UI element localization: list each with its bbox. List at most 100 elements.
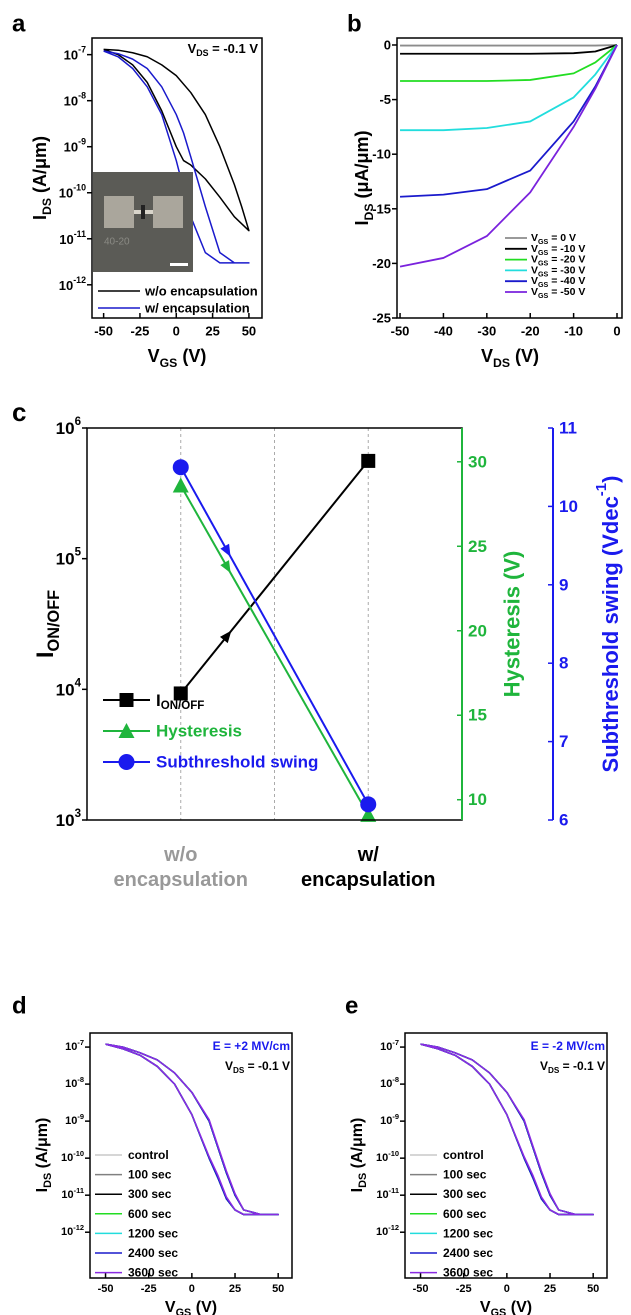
legend-label: VGS = -40 V — [531, 275, 585, 289]
y-tick-label: -15 — [372, 201, 391, 216]
x-axis-label-part: GS — [160, 356, 178, 370]
x-tick-label: 50 — [242, 324, 256, 339]
legend-marker — [118, 723, 135, 738]
inset-image: 40-20 — [93, 172, 193, 272]
legend-label-part: GS — [538, 270, 549, 278]
panel-letter: d — [12, 993, 27, 1020]
y-tick-label-part: 10 — [65, 1041, 77, 1053]
y-tick-label-part: -12 — [73, 275, 86, 285]
y-tick-label: 10-9 — [380, 1112, 399, 1127]
x-tick-label: -50 — [98, 1283, 114, 1295]
legend-label-part: V — [531, 286, 538, 298]
y-tick-label: 10-10 — [59, 183, 86, 201]
data-line — [400, 44, 618, 47]
y-tick-label: 10-11 — [376, 1186, 399, 1201]
y-tick-label-part: -12 — [388, 1223, 399, 1232]
y-tick-label-part: 10 — [65, 1078, 77, 1090]
y-axis-label-part: I — [34, 1188, 51, 1192]
y-tick-label: 10-11 — [61, 1186, 84, 1201]
y3-axis-label: Subthreshold swing (Vdec-1) — [593, 476, 623, 773]
annotation-part: DS — [548, 1066, 560, 1075]
x-tick-label: 25 — [205, 324, 219, 339]
annotation-part: V — [540, 1059, 548, 1073]
x-category-label: encapsulation — [301, 869, 435, 891]
data-line — [400, 44, 618, 132]
y-axis-label-part: DS — [362, 204, 376, 221]
legend-marker — [119, 693, 134, 707]
legend-label: Hysteresis — [156, 722, 242, 741]
y-axis-label: IDS (A/μm) — [30, 136, 54, 220]
x-tick-label: 50 — [587, 1283, 599, 1295]
x-axis-label: VDS (V) — [481, 346, 539, 370]
legend-marker — [118, 754, 135, 770]
legend-label-part: V — [531, 264, 538, 276]
y-tick-label: 10-10 — [61, 1149, 84, 1164]
legend-label: VGS = -30 V — [531, 264, 585, 278]
y-tick-label-part: 6 — [75, 416, 81, 428]
y-axis-label: IDS (A/μm) — [349, 1118, 370, 1193]
data-line — [420, 1043, 594, 1216]
y-tick-label-part: 3 — [75, 808, 81, 820]
data-line — [179, 460, 370, 695]
y-tick-label-part: -11 — [74, 229, 86, 239]
x-tick-label: -30 — [477, 324, 496, 339]
y-tick-label: 10-10 — [376, 1149, 399, 1164]
y-tick-label: 10-7 — [380, 1038, 399, 1053]
annotation: E = -2 MV/cm — [531, 1039, 605, 1053]
y-tick-label: 10-9 — [65, 1112, 84, 1127]
legend-label-part: GS — [538, 238, 549, 246]
y-tick-label: 106 — [56, 416, 81, 438]
legend-label-part: = -40 V — [548, 275, 585, 287]
y-axis-label-part: (A/μm) — [349, 1118, 366, 1173]
direction-arrow — [219, 630, 232, 644]
y-axis-label-part: ON/OFF — [45, 590, 63, 652]
y-axis-label-part: DS — [357, 1173, 369, 1188]
legend-label: 3600 sec — [128, 1266, 178, 1280]
legend-label: 3600 sec — [443, 1266, 493, 1280]
y2-tick-label: 20 — [468, 621, 487, 640]
y-tick-label: 10-11 — [59, 229, 86, 247]
legend-label-part: = -10 V — [548, 243, 585, 255]
data-line — [103, 50, 250, 264]
x-category-label: w/o — [163, 844, 197, 866]
x-tick-label: -40 — [434, 324, 453, 339]
data-point — [172, 477, 189, 493]
legend-label: VGS = 0 V — [531, 232, 576, 246]
data-line — [179, 466, 370, 805]
annotation-part: = -0.1 V — [209, 41, 259, 56]
inset-pad — [153, 196, 183, 228]
y-axis-label-part: (A/μm) — [34, 1118, 51, 1173]
x-axis-label-part: V — [165, 1299, 176, 1315]
legend-label-part: V — [531, 232, 538, 244]
y3-axis-label-part: ) — [598, 476, 623, 483]
y-tick-label: 103 — [56, 808, 81, 830]
y-tick-label: 10-9 — [64, 137, 86, 155]
data-line — [105, 1043, 279, 1216]
y-tick-label-part: 5 — [75, 547, 82, 559]
y-tick-label-part: 10 — [59, 231, 73, 246]
x-category-label: encapsulation — [114, 869, 248, 891]
direction-arrow — [220, 560, 231, 574]
x-axis-label-part: (V) — [177, 346, 206, 366]
legend-label-part: GS — [538, 260, 549, 268]
legend-label: 600 sec — [128, 1207, 172, 1221]
annotation-part: = -0.1 V — [244, 1059, 290, 1073]
data-line — [400, 44, 618, 55]
y-axis-label-part: DS — [42, 1173, 54, 1188]
data-point — [361, 453, 376, 468]
y-tick-label-part: 10 — [56, 419, 75, 438]
legend-label: VGS = -10 V — [531, 243, 585, 257]
x-tick-label: -50 — [391, 324, 410, 339]
x-axis-label: VGS (V) — [480, 1299, 532, 1315]
y-tick-label: -20 — [372, 256, 391, 271]
x-tick-label: -25 — [131, 324, 150, 339]
y3-tick-label: 11 — [559, 419, 577, 438]
y-tick-label-part: -7 — [77, 1038, 84, 1047]
legend-label-part: = 0 V — [548, 232, 576, 244]
data-point — [360, 796, 377, 813]
inset-channel — [141, 205, 145, 219]
plot-frame — [396, 37, 623, 319]
legend-label: control — [443, 1148, 484, 1162]
y-tick-label-part: -9 — [77, 1112, 84, 1121]
x-tick-label: 0 — [173, 324, 180, 339]
